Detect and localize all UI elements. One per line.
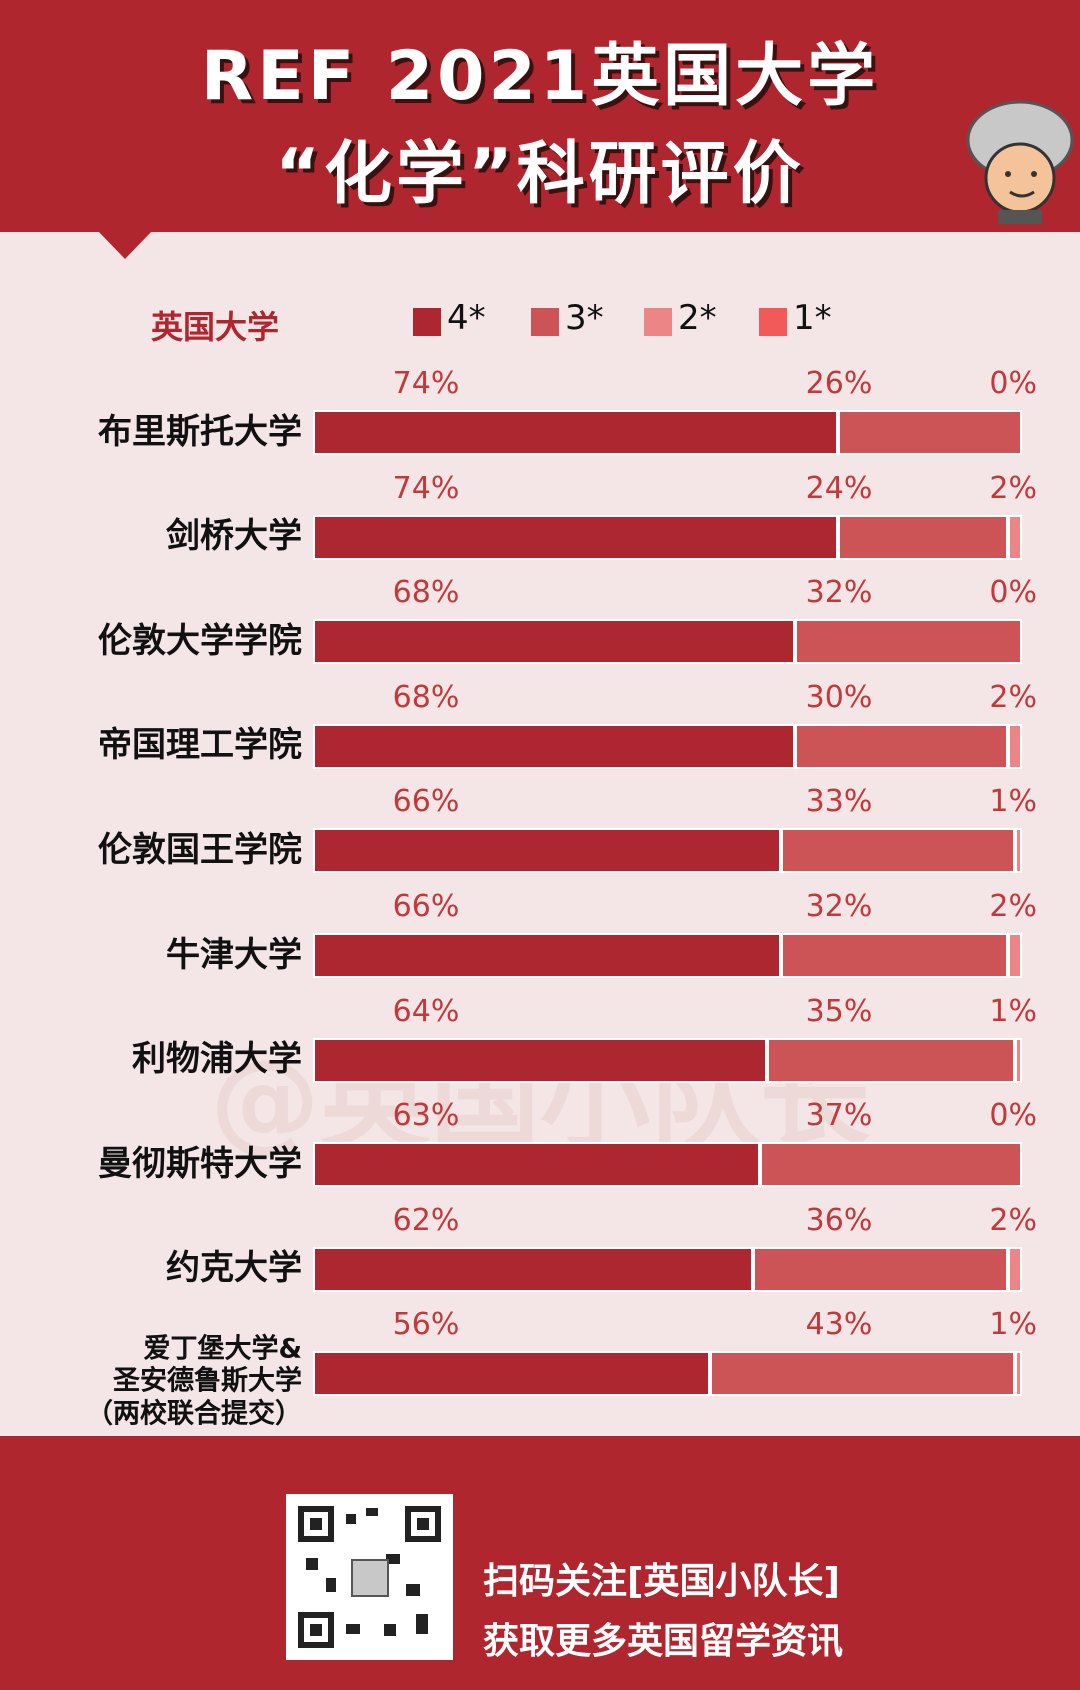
bar-segment: [780, 828, 1015, 874]
value-label: 30%: [805, 679, 873, 715]
bar-segment: [313, 1037, 767, 1083]
qr-code: [286, 1494, 453, 1660]
footer-line2: 获取更多英国留学资讯: [483, 1621, 844, 1662]
value-label: 0%: [989, 366, 1037, 401]
value-label: 32%: [805, 575, 873, 611]
value-label: 0%: [989, 1098, 1037, 1134]
legend-label: 4*: [447, 298, 486, 338]
bar-segment: [837, 410, 1022, 455]
value-label: 37%: [805, 1098, 873, 1134]
legend-label: 1*: [793, 298, 832, 338]
title-line1: REF 2021英国大学: [200, 37, 880, 116]
value-label: 63%: [392, 1098, 460, 1134]
value-label: 64%: [392, 993, 460, 1029]
value-label: 32%: [805, 889, 873, 924]
value-label: 26%: [805, 366, 873, 401]
value-label: 66%: [392, 889, 460, 924]
bar-segment: [313, 1246, 753, 1292]
category-label: 牛津大学: [166, 934, 302, 975]
category-label: 帝国理工学院: [98, 725, 302, 766]
value-label: 66%: [392, 784, 460, 820]
value-label: 1%: [989, 1307, 1037, 1343]
value-label: 56%: [392, 1307, 460, 1343]
bar-segment: [313, 723, 796, 769]
header-band: [0, 0, 1080, 232]
bar-segment: [780, 933, 1008, 978]
title-line2: “化学”科研评价: [275, 135, 805, 214]
bar-segment: [313, 514, 838, 560]
value-label: 1%: [989, 784, 1037, 820]
footer-band: [0, 1436, 1080, 1690]
value-label: 68%: [392, 679, 460, 715]
value-label: 2%: [989, 470, 1037, 506]
legend-label: 3*: [565, 298, 604, 338]
category-label: 爱丁堡大学& 圣安德鲁斯大学 （两校联合提交）: [86, 1333, 302, 1430]
category-label: 布里斯托大学: [98, 411, 302, 452]
value-label: 1%: [989, 993, 1037, 1029]
bar-segment: [795, 723, 1008, 769]
bar-segment: [766, 1037, 1015, 1083]
bar-segment: [759, 1142, 1022, 1188]
header-decor: [98, 100, 1074, 259]
category-label: 利物浦大学: [132, 1039, 302, 1080]
legend-swatch: [413, 308, 441, 336]
bar-segment: [752, 1246, 1008, 1292]
bar-segment: [837, 514, 1008, 560]
value-label: 74%: [392, 366, 460, 401]
bar-segment: [1007, 933, 1022, 978]
value-label: 2%: [989, 1202, 1037, 1238]
legend-swatch: [531, 308, 559, 336]
legend-label: 2*: [678, 298, 717, 338]
bar-segment: [710, 1351, 1015, 1397]
bar-segment: [313, 933, 781, 978]
value-label: 0%: [989, 575, 1037, 611]
category-label: 剑桥大学: [166, 516, 302, 557]
value-label: 33%: [805, 784, 873, 820]
bar-segment: [313, 619, 796, 665]
value-label: 74%: [392, 470, 460, 506]
bar-segment: [1014, 1351, 1022, 1397]
bar-segment: [1014, 1037, 1022, 1083]
value-label: 68%: [392, 575, 460, 611]
footer-line1: 扫码关注[英国小队长]: [483, 1561, 840, 1602]
value-label: 43%: [805, 1307, 873, 1343]
category-label: 伦敦国王学院: [98, 830, 302, 871]
category-label: 曼彻斯特大学: [98, 1143, 302, 1184]
value-label: 36%: [805, 1202, 873, 1238]
value-label: 62%: [392, 1202, 460, 1238]
category-label: 约克大学: [166, 1248, 302, 1289]
legend-swatch: [759, 308, 787, 336]
bar-segment: [313, 410, 838, 455]
value-label: 2%: [989, 679, 1037, 715]
value-label: 35%: [805, 993, 873, 1029]
bar-segment: [313, 828, 781, 874]
category-axis-label: 英国大学: [151, 308, 280, 346]
bar-segment: [795, 619, 1022, 665]
value-label: 24%: [805, 470, 873, 506]
bar-segment: [1014, 828, 1022, 874]
bar-segment: [1007, 1246, 1022, 1292]
bar-segment: [313, 1142, 760, 1188]
bar-segment: [1007, 723, 1022, 769]
bar-segment: [313, 1351, 711, 1397]
legend-swatch: [644, 308, 672, 336]
category-label: 伦敦大学学院: [98, 620, 302, 661]
bar-segment: [1007, 514, 1022, 560]
value-label: 2%: [989, 889, 1037, 924]
